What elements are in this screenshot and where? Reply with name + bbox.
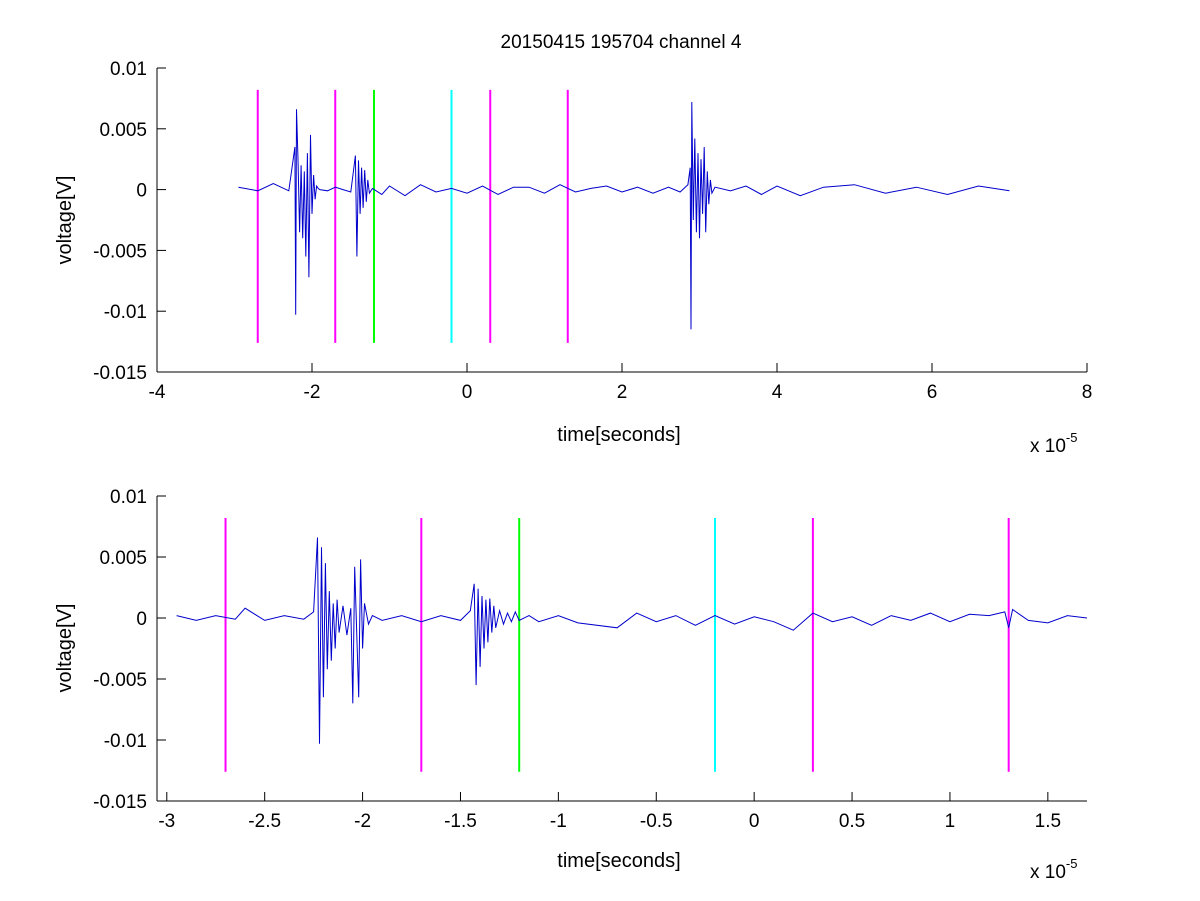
y-axis-label-bottom: voltage[V] [54, 604, 76, 693]
x-tick-label-bottom-4: -1 [550, 811, 567, 832]
plot-area-bottom [157, 496, 1087, 801]
y-tick-label-top-1: 0.005 [99, 120, 147, 141]
x-tick-label-bottom-1: -2.5 [248, 811, 281, 832]
y-tick-label-bottom-5: -0.015 [93, 792, 147, 813]
x-exponent-top: x 10-5 [1030, 430, 1077, 457]
x-tick-label-bottom-9: 1.5 [1035, 811, 1061, 832]
x-exponent-power-top: -5 [1066, 430, 1078, 445]
x-tick-label-bottom-5: -0.5 [640, 811, 673, 832]
figure-title: 20150415 195704 channel 4 [501, 32, 742, 53]
x-tick-label-top-0: -4 [149, 382, 166, 403]
y-tick-label-top-4: -0.01 [104, 302, 147, 323]
x-tick-label-top-1: -2 [304, 382, 321, 403]
signal-series-bottom [176, 537, 1088, 744]
marker-lines-top [256, 89, 569, 343]
x-tick-label-top-5: 6 [927, 382, 938, 403]
x-tick-label-top-4: 4 [772, 382, 783, 403]
x-exponent-base-top: x 10 [1030, 436, 1066, 457]
x-tick-label-bottom-3: -1.5 [444, 811, 477, 832]
axis-ticks-bottom: -3 -2.5 -2 -1.5 -1 -0.5 0 0.5 1 1.5 0.01 0.005 0 -0.0… [93, 487, 1061, 832]
series-line-top-0 [238, 101, 1010, 330]
y-tick-label-top-2: 0 [136, 181, 147, 202]
x-exponent-power-bottom: -5 [1066, 856, 1078, 871]
marker-lines-bottom [224, 517, 1010, 772]
x-tick-label-bottom-8: 1 [945, 811, 956, 832]
y-tick-label-bottom-0: 0.01 [110, 487, 147, 508]
x-tick-label-top-6: 8 [1082, 382, 1093, 403]
y-axis-label-top: voltage[V] [54, 176, 76, 265]
y-tick-label-bottom-3: -0.005 [93, 670, 147, 691]
y-tick-label-top-0: 0.01 [110, 59, 147, 80]
series-line-bottom-0 [176, 537, 1088, 744]
axes-bottom: -3 -2.5 -2 -1.5 -1 -0.5 0 0.5 1 1.5 0.01 0.005 0 -0.0… [54, 487, 1088, 883]
x-tick-label-bottom-6: 0 [749, 811, 760, 832]
x-axis-label-bottom: time[seconds] [557, 850, 680, 872]
x-tick-label-bottom-7: 0.5 [839, 811, 865, 832]
x-tick-label-top-3: 2 [617, 382, 628, 403]
axes-top: -4 -2 0 2 4 6 8 0.01 0.005 0 -0.005 -0.01 -0.015 tim… [54, 59, 1092, 457]
y-tick-label-top-3: -0.005 [93, 241, 147, 262]
y-tick-label-bottom-1: 0.005 [99, 548, 147, 569]
y-tick-label-top-5: -0.015 [93, 363, 147, 384]
x-tick-label-bottom-2: -2 [354, 811, 371, 832]
y-tick-label-bottom-4: -0.01 [104, 731, 147, 752]
axis-ticks-top: -4 -2 0 2 4 6 8 0.01 0.005 0 -0.005 -0.01 -0.015 [93, 59, 1092, 403]
plot-area-top [157, 68, 1087, 372]
x-tick-label-bottom-0: -3 [158, 811, 175, 832]
x-exponent-bottom: x 10-5 [1030, 856, 1077, 883]
signal-series-top [238, 101, 1010, 330]
x-exponent-base-bottom: x 10 [1030, 862, 1066, 883]
x-tick-label-top-2: 0 [462, 382, 473, 403]
x-axis-label-top: time[seconds] [557, 424, 680, 446]
y-tick-label-bottom-2: 0 [136, 609, 147, 630]
